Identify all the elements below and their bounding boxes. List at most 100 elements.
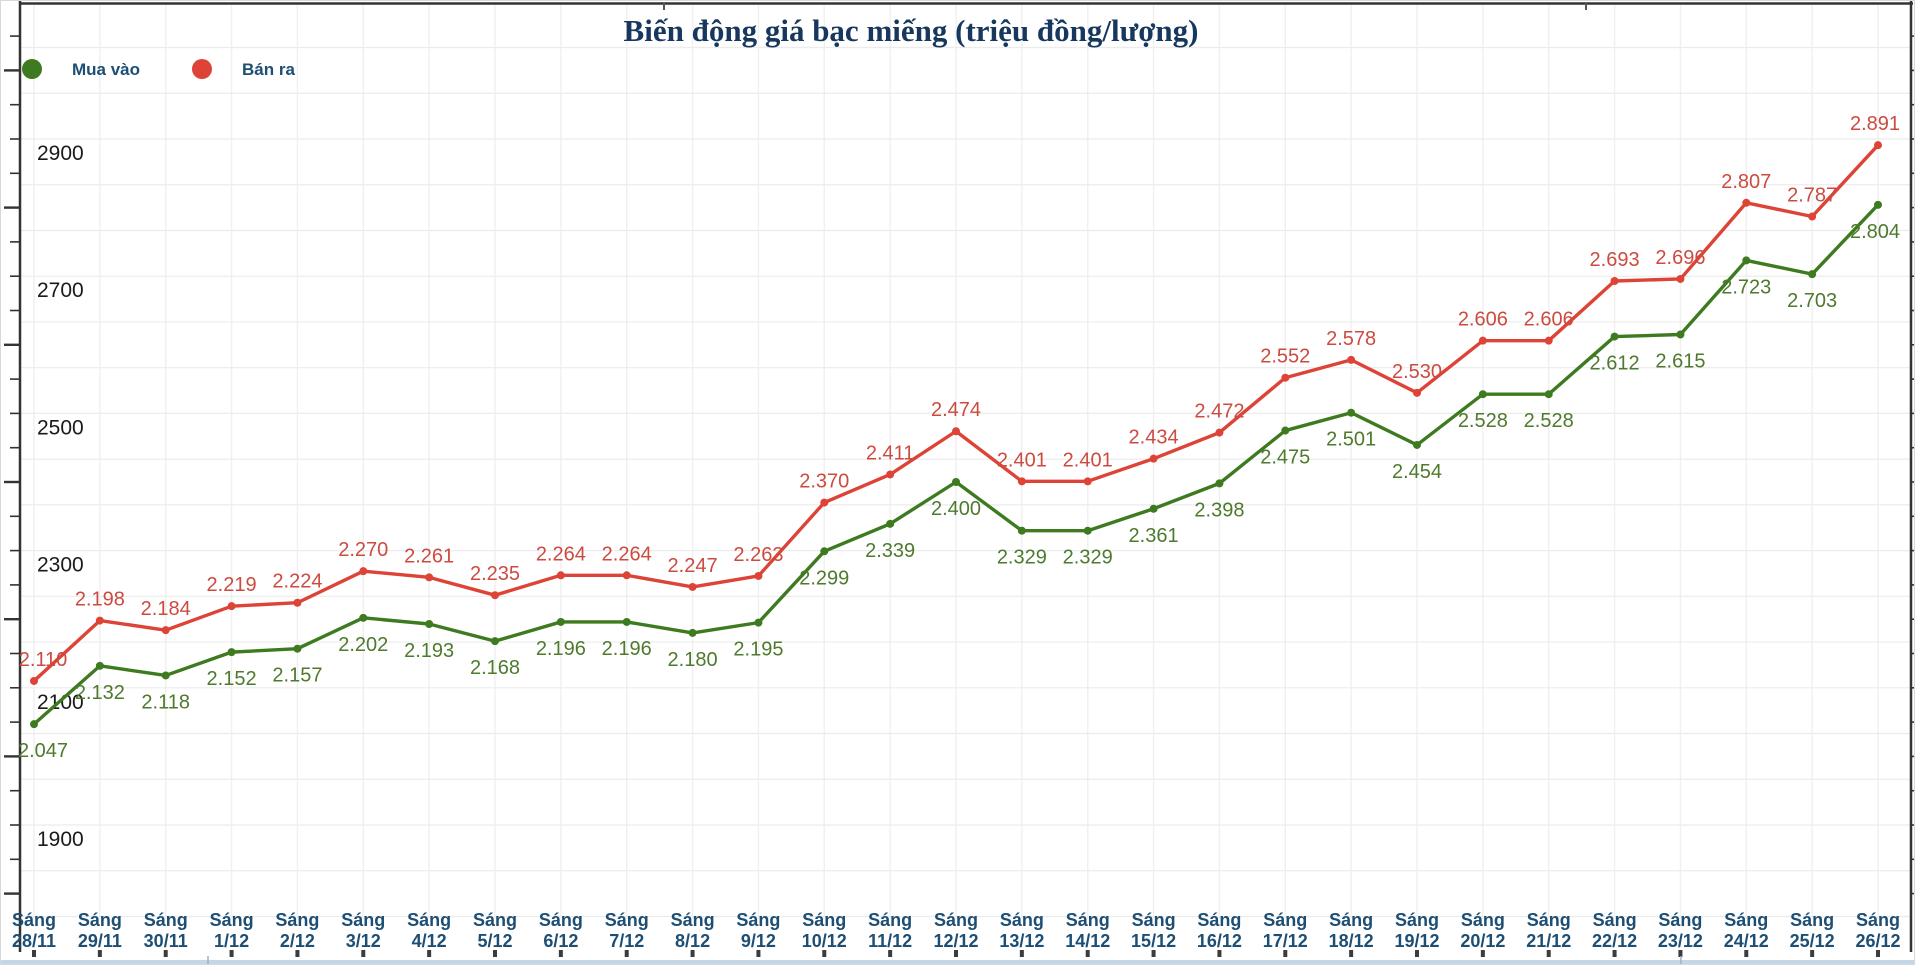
chart-legend: Mua vào Bán ra — [22, 57, 347, 81]
svg-text:2.329: 2.329 — [1063, 547, 1113, 569]
svg-text:2.606: 2.606 — [1458, 309, 1508, 331]
svg-text:2.180: 2.180 — [668, 649, 718, 671]
svg-text:2.110: 2.110 — [19, 649, 68, 671]
svg-text:2.472: 2.472 — [1194, 401, 1244, 423]
svg-text:2.528: 2.528 — [1524, 410, 1574, 432]
svg-text:2900: 2900 — [37, 142, 84, 165]
svg-text:2.528: 2.528 — [1458, 410, 1508, 432]
legend-label-sell: Bán ra — [242, 59, 295, 79]
svg-text:2.411: 2.411 — [866, 442, 915, 464]
svg-text:2.530: 2.530 — [1392, 361, 1442, 383]
svg-text:2.261: 2.261 — [404, 545, 454, 567]
svg-text:2.606: 2.606 — [1524, 309, 1574, 331]
svg-text:2500: 2500 — [37, 416, 84, 439]
svg-text:2.193: 2.193 — [404, 640, 454, 662]
svg-text:2.247: 2.247 — [668, 555, 718, 577]
svg-text:2.196: 2.196 — [602, 638, 652, 660]
svg-text:2.615: 2.615 — [1655, 351, 1705, 373]
svg-text:2.202: 2.202 — [338, 634, 388, 656]
svg-text:2.118: 2.118 — [141, 691, 190, 713]
sell-series-dot-icon — [192, 59, 213, 79]
svg-text:1900: 1900 — [37, 828, 84, 851]
svg-text:2.400: 2.400 — [931, 498, 981, 520]
svg-text:2.401: 2.401 — [997, 449, 1047, 471]
svg-text:2700: 2700 — [37, 279, 84, 302]
svg-text:2.434: 2.434 — [1129, 427, 1179, 449]
svg-text:2.693: 2.693 — [1590, 249, 1640, 271]
svg-text:2.891: 2.891 — [1850, 113, 1900, 135]
svg-text:2.401: 2.401 — [1063, 449, 1113, 471]
chart-title: Biến động giá bạc miếng (triệu đồng/lượn… — [623, 13, 1199, 48]
legend-label-buy: Mua vào — [72, 59, 141, 79]
svg-text:2.299: 2.299 — [799, 567, 849, 589]
svg-text:2.807: 2.807 — [1721, 171, 1771, 193]
svg-text:2.132: 2.132 — [75, 682, 125, 704]
legend-item-mua-vao[interactable]: Mua vào — [22, 59, 140, 79]
svg-text:2.361: 2.361 — [1129, 525, 1179, 547]
svg-text:2.168: 2.168 — [470, 657, 520, 679]
svg-text:2.804: 2.804 — [1850, 221, 1900, 243]
svg-text:2.474: 2.474 — [931, 399, 981, 421]
svg-text:2.339: 2.339 — [865, 540, 915, 562]
svg-text:2.264: 2.264 — [602, 543, 652, 565]
svg-text:2.184: 2.184 — [141, 598, 191, 620]
svg-text:2.703: 2.703 — [1787, 290, 1837, 312]
svg-text:2.196: 2.196 — [536, 638, 586, 660]
svg-text:2.264: 2.264 — [536, 543, 586, 565]
svg-text:2.224: 2.224 — [272, 571, 322, 593]
svg-text:2.152: 2.152 — [207, 668, 257, 690]
svg-text:2.454: 2.454 — [1392, 461, 1442, 483]
svg-text:2.270: 2.270 — [338, 539, 388, 561]
svg-text:2.578: 2.578 — [1326, 328, 1376, 350]
svg-text:2.329: 2.329 — [997, 547, 1047, 569]
svg-text:2.370: 2.370 — [799, 471, 849, 493]
svg-text:2.552: 2.552 — [1260, 346, 1310, 368]
svg-text:2.195: 2.195 — [733, 639, 783, 661]
svg-text:2.501: 2.501 — [1326, 429, 1376, 451]
svg-text:2.612: 2.612 — [1590, 353, 1640, 375]
svg-text:2.263: 2.263 — [733, 544, 783, 566]
legend-item-ban-ra[interactable]: Bán ra — [192, 59, 295, 79]
buy-series-dot-icon — [22, 59, 42, 79]
svg-text:2.475: 2.475 — [1260, 447, 1310, 469]
svg-text:2.398: 2.398 — [1194, 499, 1244, 521]
svg-text:2300: 2300 — [37, 554, 84, 577]
svg-text:2.157: 2.157 — [272, 665, 322, 687]
svg-text:2.198: 2.198 — [75, 589, 125, 611]
svg-text:2.787: 2.787 — [1787, 185, 1837, 207]
svg-text:2.047: 2.047 — [18, 740, 68, 762]
svg-text:2.235: 2.235 — [470, 563, 520, 585]
svg-text:2.723: 2.723 — [1721, 276, 1771, 298]
